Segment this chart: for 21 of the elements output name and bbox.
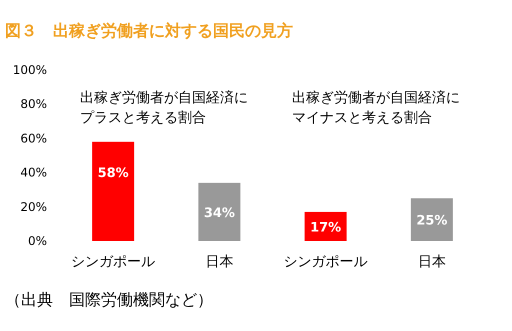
bar — [92, 142, 134, 241]
text: （出典 国際労働機関など） — [5, 290, 213, 309]
x-tick-label: シンガポール — [71, 254, 156, 270]
data-label: 25% — [416, 214, 448, 229]
bar — [198, 182, 240, 241]
annotation: 出稼ぎ労働者が自国経済にプラスと考える割合 — [80, 90, 248, 126]
annotation: 出稼ぎ労働者が自国経済にマイナスと考える割合 — [292, 90, 460, 126]
x-tick-label: 日本 — [418, 254, 446, 270]
y-tick-label: 40% — [20, 166, 47, 180]
y-tick-label: 20% — [20, 200, 47, 214]
y-tick-label: 0% — [28, 234, 47, 248]
bar — [410, 198, 453, 241]
y-tick-label: 80% — [20, 97, 47, 112]
y-tick-label: 100% — [12, 63, 47, 77]
data-label: 34% — [204, 206, 235, 221]
data-label: 58% — [98, 166, 129, 181]
data-label: 17% — [310, 220, 342, 236]
x-tick-label: 日本 — [205, 254, 234, 270]
chart-title: 図３ 出稼ぎ労働者に対する国民の見方 — [5, 21, 293, 40]
y-tick-label: 60% — [20, 131, 47, 146]
x-tick-label: シンガポール — [284, 254, 368, 270]
